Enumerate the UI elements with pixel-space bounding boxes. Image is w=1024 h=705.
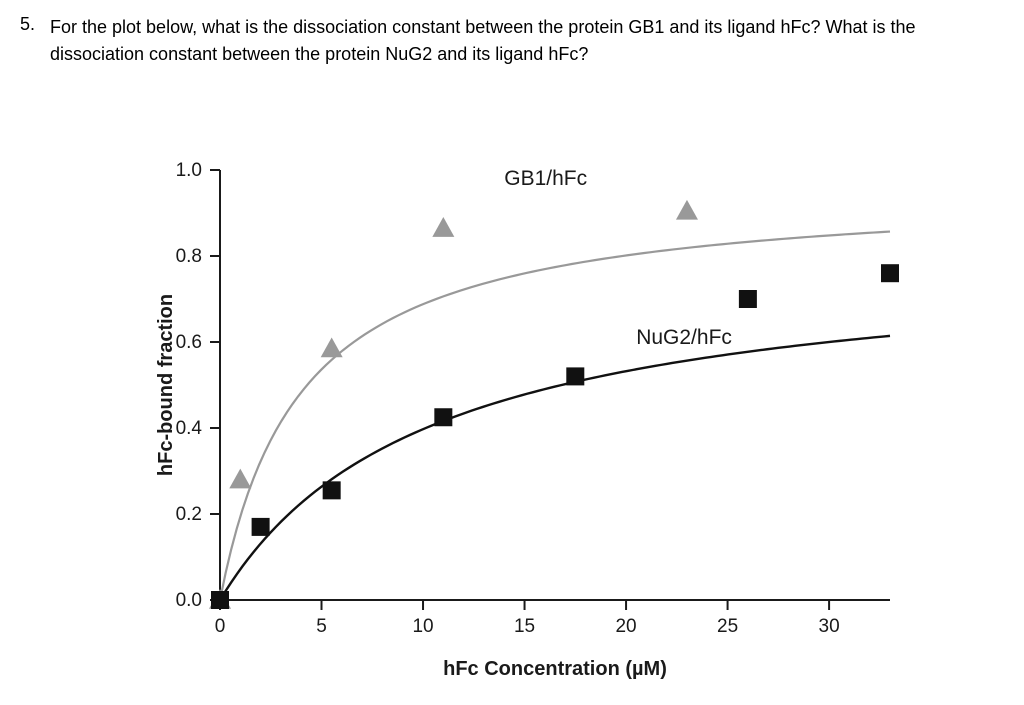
data-point-nug2[interactable] — [739, 290, 757, 308]
svg-text:10: 10 — [412, 616, 433, 637]
page-root: 5. For the plot below, what is the disso… — [0, 0, 1024, 705]
question-text: For the plot below, what is the dissocia… — [50, 14, 990, 68]
data-point-nug2[interactable] — [566, 367, 584, 385]
svg-text:20: 20 — [615, 616, 636, 637]
data-point-gb1[interactable] — [676, 200, 698, 220]
svg-text:0: 0 — [215, 616, 226, 637]
svg-text:0.8: 0.8 — [176, 246, 202, 267]
svg-text:hFc-bound fraction: hFc-bound fraction — [155, 294, 177, 476]
svg-text:0.4: 0.4 — [176, 418, 203, 439]
markers-group[interactable] — [209, 200, 899, 609]
svg-text:1.0: 1.0 — [176, 160, 202, 181]
data-point-gb1[interactable] — [321, 337, 343, 357]
svg-text:25: 25 — [717, 616, 738, 637]
svg-text:0.6: 0.6 — [176, 332, 202, 353]
svg-text:0.2: 0.2 — [176, 504, 202, 525]
data-point-nug2[interactable] — [323, 481, 341, 499]
svg-text:15: 15 — [514, 616, 535, 637]
svg-text:30: 30 — [819, 616, 840, 637]
svg-text:NuG2/hFc: NuG2/hFc — [636, 326, 732, 349]
question-block: 5. For the plot below, what is the disso… — [20, 14, 1004, 68]
data-point-nug2[interactable] — [252, 518, 270, 536]
svg-text:0.0: 0.0 — [176, 590, 202, 611]
curves-group — [220, 232, 890, 600]
svg-text:hFc Concentration (µM): hFc Concentration (µM) — [443, 658, 667, 680]
data-point-gb1[interactable] — [432, 217, 454, 237]
axes-group — [220, 170, 890, 600]
chart-container: 0.0 0.2 0.4 0.6 0.8 1.0 0 5 10 15 20 25 30 hFc Conce… — [150, 150, 910, 670]
data-point-nug2[interactable] — [211, 591, 229, 609]
data-point-gb1[interactable] — [229, 469, 251, 489]
svg-text:GB1/hFc: GB1/hFc — [504, 167, 587, 190]
question-number: 5. — [20, 14, 40, 35]
data-point-nug2[interactable] — [881, 264, 899, 282]
data-point-nug2[interactable] — [434, 408, 452, 426]
chart-svg[interactable]: 0.00.20.40.60.81.00 5 10 15 20 25 30 hFc Conce… — [150, 150, 910, 670]
svg-text:5: 5 — [316, 616, 327, 637]
